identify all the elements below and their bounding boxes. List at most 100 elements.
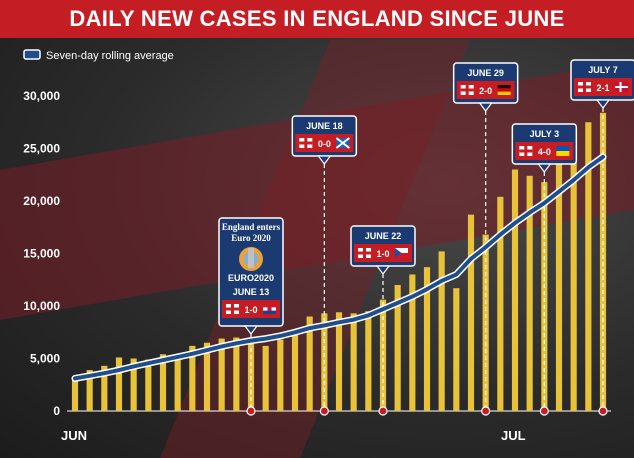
match-annotation: JUNE 29 2-0 <box>452 62 519 112</box>
bar <box>203 342 211 411</box>
annotation-date: JUNE 29 <box>467 68 504 78</box>
euro2020-logo-text: EURO2020 <box>228 273 274 283</box>
annotation-pointer <box>375 265 391 275</box>
annotation-dot <box>319 406 329 416</box>
bar <box>599 112 607 412</box>
annotation-pointer <box>595 99 611 109</box>
bar <box>130 358 137 411</box>
match-score: 1-0 <box>244 305 257 315</box>
y-tick-label: 0 <box>53 404 60 418</box>
legend-label: Seven-day rolling average <box>46 50 174 62</box>
legend: Seven-day rolling average <box>23 49 174 62</box>
bar <box>86 370 93 411</box>
annotation-pointer <box>537 163 552 173</box>
bar <box>409 274 416 411</box>
england-flag <box>460 85 474 95</box>
match-score: 2-1 <box>596 83 609 93</box>
bar <box>159 354 167 411</box>
annotation-dot <box>481 406 491 416</box>
bar <box>145 359 152 411</box>
match-score: 0-0 <box>318 139 331 149</box>
match-annotation: JUNE 22 1-0 <box>350 225 416 275</box>
bar <box>497 196 504 411</box>
annotation-pointer <box>243 325 259 335</box>
bar <box>423 267 431 411</box>
legend-swatch <box>23 49 41 60</box>
bar <box>511 169 519 411</box>
bar <box>277 339 284 411</box>
bar <box>467 214 475 411</box>
y-tick-label: 30,000 <box>23 89 60 103</box>
annotation-date: JUNE 22 <box>365 231 402 241</box>
croatia-flag <box>263 304 276 314</box>
bar <box>379 299 387 411</box>
match-score: 1-0 <box>376 249 389 259</box>
x-tick-label: JUL <box>501 428 526 443</box>
match-annotation: JULY 7 2-1 <box>570 59 634 109</box>
bar <box>262 345 269 411</box>
scotland-flag <box>335 137 350 149</box>
match-score: 2-0 <box>479 86 492 96</box>
annotation-dot <box>378 406 388 416</box>
bar <box>101 365 108 411</box>
england-flag <box>358 248 371 258</box>
bar <box>189 345 196 411</box>
y-tick-label: 20,000 <box>23 194 60 208</box>
annotation-date: JUNE 13 <box>233 287 270 297</box>
bar <box>365 311 372 411</box>
annotation-date: JULY 3 <box>530 129 560 139</box>
germany-flag <box>497 85 511 95</box>
match-annotation: JUNE 18 0-0 <box>291 115 358 165</box>
rolling-average-line <box>71 153 607 382</box>
bar <box>291 331 299 411</box>
bar <box>350 313 357 411</box>
bar <box>335 312 343 411</box>
england-flag <box>578 82 591 92</box>
england-flag <box>519 146 533 156</box>
annotation-lines <box>246 108 608 416</box>
bar <box>570 127 577 411</box>
bar <box>394 285 401 411</box>
denmark-flag <box>615 82 628 92</box>
x-axis: JUN JUL <box>61 428 526 443</box>
annotation-dot <box>246 406 256 416</box>
rolling-average-path <box>73 154 605 381</box>
match-annotation: JULY 3 4-0 <box>511 123 578 173</box>
y-tick-label: 15,000 <box>23 247 60 261</box>
bar <box>306 316 313 411</box>
bar <box>453 288 460 411</box>
bar <box>585 122 592 411</box>
annotation-dot <box>539 406 549 416</box>
bar <box>233 337 240 411</box>
annotation-pointer <box>317 155 332 165</box>
annotation-pointer <box>478 102 493 112</box>
bar <box>541 182 548 411</box>
ukraine-flag <box>556 146 570 156</box>
bar <box>174 354 181 411</box>
chart-title: DAILY NEW CASES IN ENGLAND SINCE JUNE <box>69 6 565 31</box>
annotation-dot <box>598 406 608 416</box>
annotation-date: JUNE 18 <box>306 121 343 131</box>
czech-flag <box>395 248 408 258</box>
annotation-note: England enters <box>222 222 281 232</box>
y-tick-label: 5,000 <box>30 352 60 366</box>
y-tick-label: 10,000 <box>23 299 60 313</box>
x-tick-label: JUN <box>61 428 87 443</box>
title-bar: DAILY NEW CASES IN ENGLAND SINCE JUNE <box>0 0 634 38</box>
bar <box>247 340 255 411</box>
annotation-note: Euro 2020 <box>231 233 271 243</box>
bar <box>115 357 123 411</box>
y-axis: 0 5,000 10,000 15,000 20,000 25,000 30,000 <box>23 89 611 418</box>
euro2020-logo: EURO2020 <box>228 247 274 283</box>
y-tick-label: 25,000 <box>23 142 60 156</box>
bar <box>555 148 563 411</box>
match-score: 4-0 <box>538 147 551 157</box>
bar <box>438 251 445 411</box>
bar <box>218 338 225 411</box>
england-flag <box>226 304 239 314</box>
bar <box>526 175 533 411</box>
